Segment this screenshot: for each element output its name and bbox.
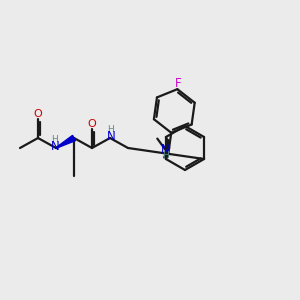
Polygon shape <box>56 135 76 148</box>
Text: N: N <box>161 143 170 156</box>
Text: H: H <box>108 125 114 134</box>
Text: N: N <box>51 140 59 154</box>
Text: F: F <box>175 77 181 90</box>
Text: O: O <box>88 119 96 129</box>
Text: H: H <box>162 151 169 160</box>
Text: H: H <box>52 136 58 145</box>
Text: O: O <box>34 109 42 119</box>
Text: N: N <box>106 130 116 143</box>
